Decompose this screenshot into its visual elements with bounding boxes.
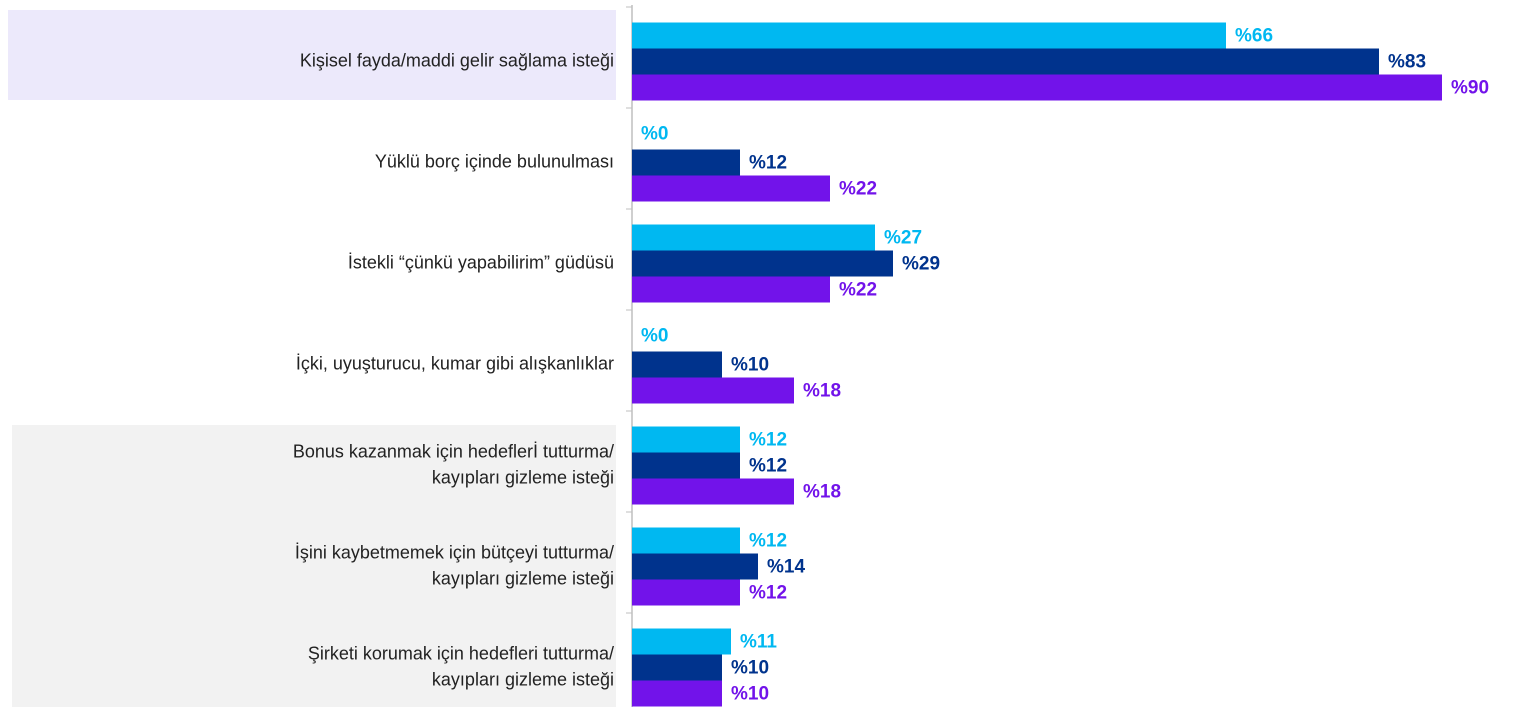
bar (632, 654, 722, 681)
value-label: %10 (731, 684, 769, 705)
value-label: %18 (803, 482, 841, 503)
value-label: %18 (803, 381, 841, 402)
value-label: %0 (641, 326, 668, 347)
bar (632, 175, 830, 202)
bar (632, 553, 758, 580)
category-label-line: Yüklü borç içinde bulunulması (375, 151, 614, 171)
bar (632, 680, 722, 707)
category-label: Şirketi korumak için hedefleri tutturma/… (308, 643, 614, 689)
bar (632, 426, 740, 453)
category-label: İçki, uyuşturucu, kumar gibi alışkanlıkl… (296, 353, 614, 373)
bar (632, 527, 740, 554)
bar (632, 478, 794, 505)
value-label: %27 (884, 228, 922, 249)
value-label: %22 (839, 280, 877, 301)
highlight-band (8, 10, 616, 100)
bar (632, 579, 740, 606)
category-label-line: İstekli “çünkü yapabilirim” güdüsü (348, 252, 614, 272)
value-label: %10 (731, 355, 769, 376)
value-label: %12 (749, 531, 787, 552)
value-label: %14 (767, 557, 805, 578)
value-label: %22 (839, 179, 877, 200)
bar (632, 22, 1226, 49)
category-label: Yüklü borç içinde bulunulması (375, 151, 614, 171)
value-label: %12 (749, 153, 787, 174)
value-label: %29 (902, 254, 940, 275)
category-label-line: Bonus kazanmak için hedeflerİ tutturma/ (293, 441, 614, 461)
category-label-line: kayıpları gizleme isteği (432, 467, 614, 487)
value-label: %90 (1451, 78, 1489, 99)
bar (632, 377, 794, 404)
category-label-line: İçki, uyuşturucu, kumar gibi alışkanlıkl… (296, 353, 614, 373)
bar (632, 149, 740, 176)
bar (632, 452, 740, 479)
category-label-line: kayıpları gizleme isteği (432, 568, 614, 588)
bar (632, 276, 830, 303)
category-label-line: kayıpları gizleme isteği (432, 669, 614, 689)
value-label: %10 (731, 658, 769, 679)
value-label: %83 (1388, 52, 1426, 73)
bar (632, 74, 1442, 101)
value-label: %12 (749, 430, 787, 451)
category-label-line: Kişisel fayda/maddi gelir sağlama isteği (300, 50, 614, 70)
category-label: Kişisel fayda/maddi gelir sağlama isteği (300, 50, 614, 70)
group-band (12, 425, 616, 707)
value-label: %12 (749, 583, 787, 604)
bar (632, 48, 1379, 75)
value-label: %11 (740, 632, 777, 653)
value-label: %0 (641, 124, 668, 145)
bar (632, 351, 722, 378)
bar (632, 224, 875, 251)
category-label-line: Şirketi korumak için hedefleri tutturma/ (308, 643, 614, 663)
category-label: Bonus kazanmak için hedeflerİ tutturma/k… (293, 441, 614, 487)
bar (632, 250, 893, 277)
category-label: İstekli “çünkü yapabilirim” güdüsü (348, 252, 614, 272)
category-label: İşini kaybetmemek için bütçeyi tutturma/… (295, 542, 614, 588)
value-label: %66 (1235, 26, 1273, 47)
value-label: %12 (749, 456, 787, 477)
bar (632, 628, 731, 655)
category-label-line: İşini kaybetmemek için bütçeyi tutturma/ (295, 542, 614, 562)
